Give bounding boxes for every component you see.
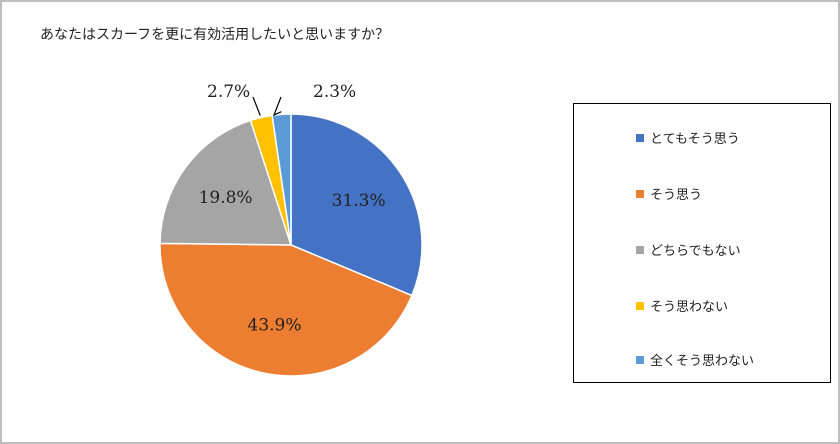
legend-label-5: 全くそう思わない	[650, 354, 755, 369]
leader-line-5	[272, 96, 282, 117]
legend-item-2: そう思う	[636, 184, 702, 203]
legend: とてもそう思う そう思うどちらでもない そう思わない全くそう思わない	[573, 103, 831, 383]
legend-label-3: どちらでもない	[650, 244, 741, 259]
legend-item-5: 全くそう思わない	[636, 350, 754, 369]
slice-label-1: 31.3%	[332, 191, 386, 211]
legend-item-4: そう思わない	[636, 296, 728, 315]
legend-swatch-5	[636, 355, 644, 364]
legend-swatch-1	[636, 133, 644, 142]
slice-label-4: 2.7%	[207, 82, 250, 102]
slice-label-5: 2.3%	[313, 82, 356, 102]
legend-item-3: どちらでもない	[636, 240, 741, 259]
legend-swatch-2	[636, 189, 644, 198]
legend-swatch-4	[636, 301, 644, 310]
pie-slice-1	[290, 113, 423, 297]
pie-slice-5	[271, 113, 292, 246]
chart-title: あなたはスカーフを更に有効活用したいと思いますか？	[40, 27, 390, 43]
slice-label-3: 19.8%	[199, 188, 253, 208]
slice-label-2: 43.9%	[248, 316, 302, 336]
legend-label-4: そう思わない	[650, 300, 729, 315]
legend-swatch-3	[636, 245, 644, 254]
pie-slice-3	[159, 119, 293, 246]
legend-item-1: とてもそう思う	[636, 128, 740, 147]
legend-label-2: そう思う	[650, 188, 703, 203]
leader-line-4	[252, 96, 261, 116]
legend-label-1: とてもそう思う	[650, 132, 740, 147]
pie-slice-2	[159, 242, 413, 377]
